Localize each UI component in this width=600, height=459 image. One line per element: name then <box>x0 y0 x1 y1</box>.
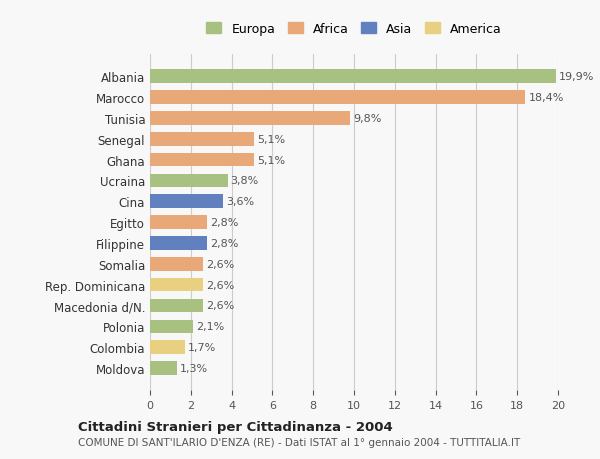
Bar <box>150 341 185 354</box>
Bar <box>150 133 254 146</box>
Text: 2,6%: 2,6% <box>206 301 235 311</box>
Bar <box>150 278 203 292</box>
Text: 3,6%: 3,6% <box>227 197 254 207</box>
Bar <box>150 153 254 167</box>
Text: 2,8%: 2,8% <box>210 218 239 228</box>
Bar <box>150 216 207 230</box>
Bar <box>150 320 193 333</box>
Bar <box>150 361 176 375</box>
Text: 2,6%: 2,6% <box>206 280 235 290</box>
Bar <box>150 299 203 313</box>
Text: 1,3%: 1,3% <box>179 363 208 373</box>
Bar <box>150 174 227 188</box>
Bar <box>150 257 203 271</box>
Text: 3,8%: 3,8% <box>230 176 259 186</box>
Bar <box>150 195 223 208</box>
Text: 2,8%: 2,8% <box>210 238 239 248</box>
Legend: Europa, Africa, Asia, America: Europa, Africa, Asia, America <box>202 18 506 41</box>
Text: 5,1%: 5,1% <box>257 134 285 145</box>
Text: 18,4%: 18,4% <box>529 93 564 103</box>
Text: 5,1%: 5,1% <box>257 155 285 165</box>
Text: 9,8%: 9,8% <box>353 114 382 123</box>
Text: 1,7%: 1,7% <box>188 342 216 353</box>
Text: 2,1%: 2,1% <box>196 322 224 331</box>
Text: Cittadini Stranieri per Cittadinanza - 2004: Cittadini Stranieri per Cittadinanza - 2… <box>78 420 393 433</box>
Bar <box>150 237 207 250</box>
Text: 2,6%: 2,6% <box>206 259 235 269</box>
Bar <box>150 70 556 84</box>
Text: COMUNE DI SANT'ILARIO D'ENZA (RE) - Dati ISTAT al 1° gennaio 2004 - TUTTITALIA.I: COMUNE DI SANT'ILARIO D'ENZA (RE) - Dati… <box>78 437 520 447</box>
Bar <box>150 112 350 125</box>
Text: 19,9%: 19,9% <box>559 72 595 82</box>
Bar <box>150 91 526 105</box>
